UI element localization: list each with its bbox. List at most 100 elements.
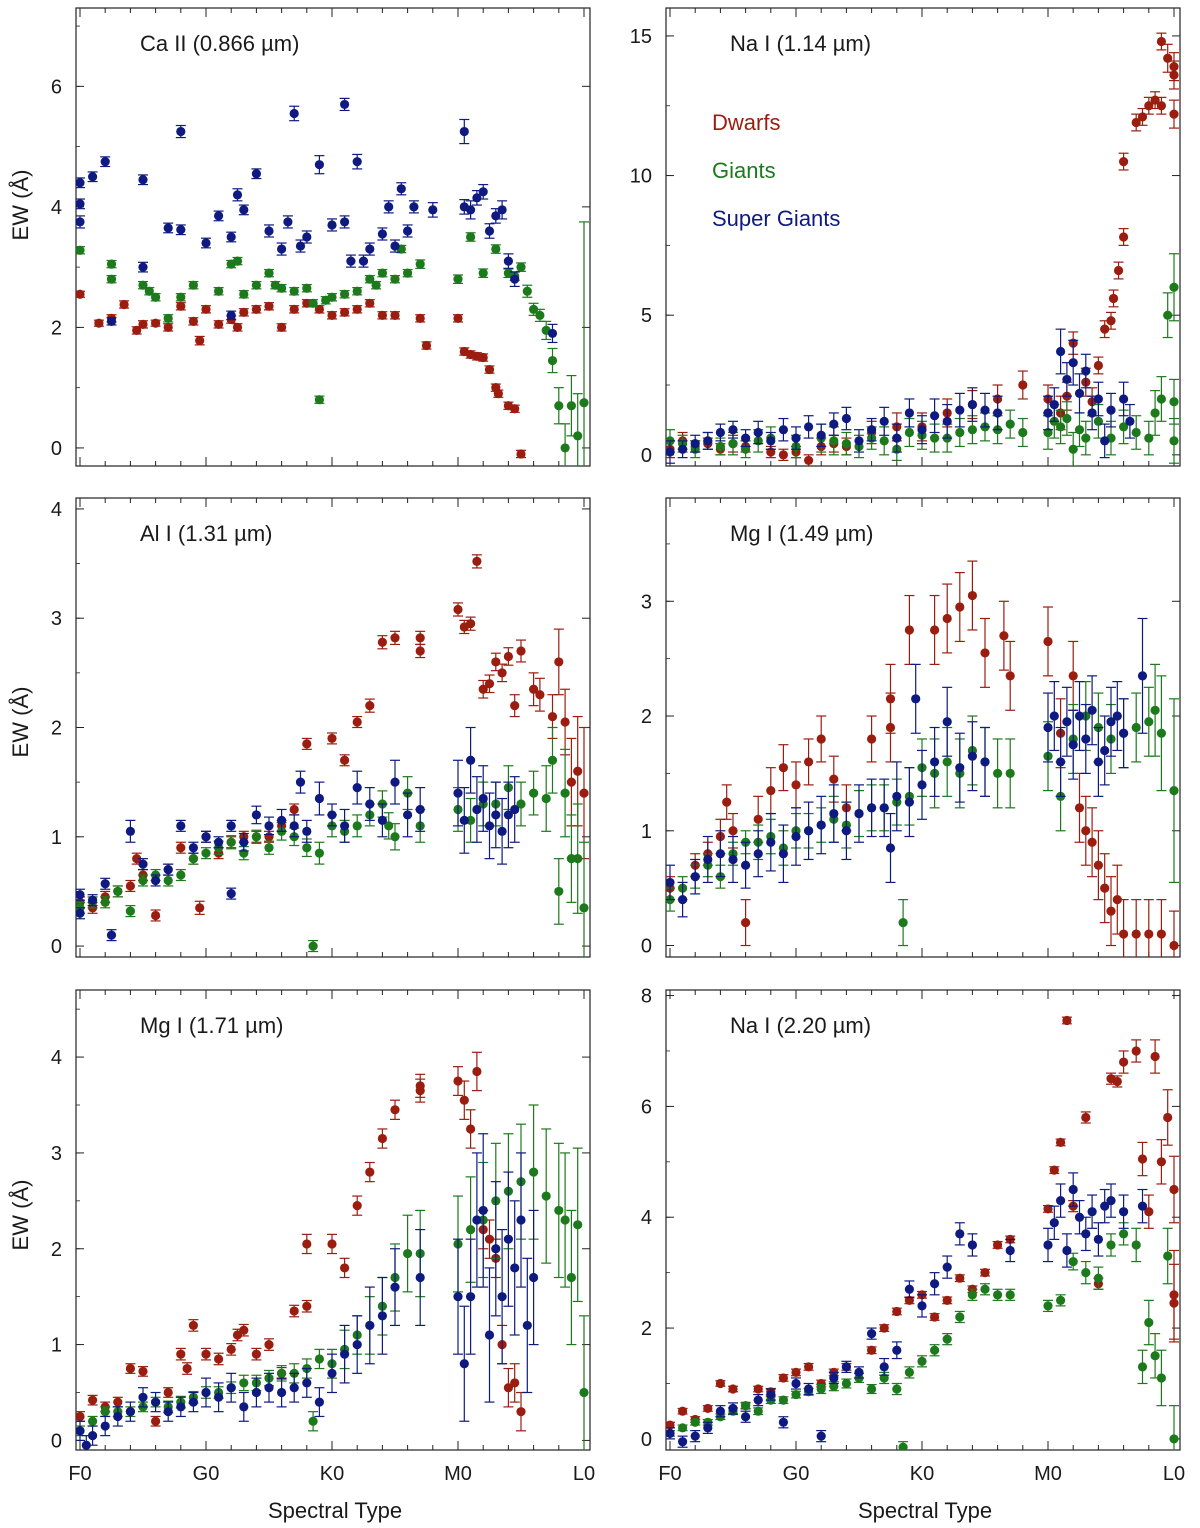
panel-title: Mg I (1.49 µm): [730, 521, 873, 546]
data-point: [1074, 425, 1085, 435]
data-point: [1106, 316, 1116, 326]
data-point: [1137, 1362, 1148, 1372]
data-point: [459, 1095, 469, 1105]
data-point: [955, 1312, 965, 1322]
y-tick-label: 2: [641, 706, 652, 728]
x-tick-label: M0: [444, 1463, 472, 1485]
data-point: [188, 854, 198, 864]
data-point: [264, 821, 274, 831]
data-point: [390, 777, 400, 787]
data-point: [942, 613, 952, 624]
data-point: [327, 1368, 337, 1378]
data-point: [904, 797, 915, 807]
data-point: [76, 890, 85, 900]
data-point: [930, 1279, 940, 1289]
data-point: [942, 717, 952, 727]
data-point: [1169, 397, 1179, 407]
data-point: [176, 1402, 186, 1412]
data-point: [778, 1395, 789, 1405]
data-point: [529, 1272, 539, 1283]
data-point: [1137, 1154, 1148, 1164]
data-point: [340, 821, 350, 831]
series-super-giants: [76, 726, 520, 942]
data-point: [340, 1263, 350, 1273]
data-point: [232, 1330, 243, 1340]
data-point: [1081, 433, 1091, 443]
data-point: [232, 322, 243, 332]
data-point: [1056, 1137, 1066, 1148]
data-point: [1068, 358, 1078, 368]
panel-6: 0 2 4 6 8 F0 G0 K0 M0 L0 Na I (2.20 µm): [641, 986, 1185, 1485]
data-point: [804, 1362, 814, 1372]
data-point: [289, 804, 299, 815]
data-point: [415, 1272, 425, 1283]
data-point: [1150, 1351, 1160, 1361]
data-point: [980, 648, 990, 658]
data-point: [898, 917, 908, 928]
data-point: [239, 289, 249, 299]
data-point: [867, 803, 877, 813]
data-point: [741, 860, 751, 870]
y-tick-label: 0: [641, 1429, 652, 1451]
data-point: [390, 1282, 400, 1292]
data-point: [214, 319, 224, 329]
ylabel-row-3: EW (Å): [8, 1180, 33, 1251]
legend: Dwarfs Giants Super Giants: [712, 110, 840, 231]
data-point: [1119, 156, 1129, 167]
data-point: [100, 897, 110, 907]
data-point: [1093, 1273, 1103, 1283]
data-point: [993, 768, 1003, 779]
data-point: [251, 280, 261, 290]
data-point: [841, 826, 852, 836]
data-point: [955, 1273, 965, 1283]
data-point: [728, 425, 738, 435]
data-point: [453, 313, 463, 323]
data-point: [232, 190, 243, 200]
x-tick-label: G0: [193, 1463, 220, 1485]
data-point: [566, 1272, 577, 1283]
data-point: [1137, 671, 1148, 681]
data-point: [1106, 1240, 1116, 1250]
data-point: [176, 843, 186, 853]
data-point: [1043, 408, 1053, 418]
data-point: [239, 1402, 249, 1412]
data-point: [377, 310, 387, 320]
data-point: [879, 803, 889, 813]
data-point: [403, 268, 413, 278]
data-point: [340, 99, 350, 110]
plot-frame: [665, 989, 1181, 1451]
data-point: [1113, 265, 1124, 276]
data-point: [76, 289, 85, 299]
data-point: [516, 449, 526, 459]
data-point: [176, 821, 186, 831]
panel-4: 0 1 2 3 Mg I (1.49 µm): [641, 497, 1181, 958]
y-tick-label: 5: [641, 305, 652, 327]
data-point: [226, 1383, 236, 1393]
data-point: [778, 849, 789, 859]
data-point: [529, 788, 539, 798]
data-point: [484, 1330, 495, 1340]
data-point: [484, 226, 495, 236]
data-point: [1150, 1051, 1160, 1062]
data-point: [1119, 1207, 1129, 1217]
data-point: [753, 1406, 763, 1416]
data-point: [1169, 1184, 1179, 1195]
data-point: [804, 826, 814, 836]
data-point: [176, 126, 186, 137]
data-point: [904, 1367, 915, 1378]
data-point: [390, 1105, 400, 1115]
data-point: [176, 225, 186, 235]
plot-frame: [665, 7, 1181, 467]
data-point: [854, 1367, 864, 1378]
data-point: [690, 1431, 700, 1441]
data-point: [892, 1384, 902, 1394]
data-point: [573, 1220, 583, 1230]
data-point: [535, 690, 545, 700]
data-point: [841, 439, 852, 449]
data-point: [1081, 1112, 1091, 1123]
data-point: [666, 1428, 675, 1438]
data-point: [741, 1412, 751, 1422]
data-point: [1131, 1240, 1141, 1250]
data-point: [1169, 786, 1179, 796]
